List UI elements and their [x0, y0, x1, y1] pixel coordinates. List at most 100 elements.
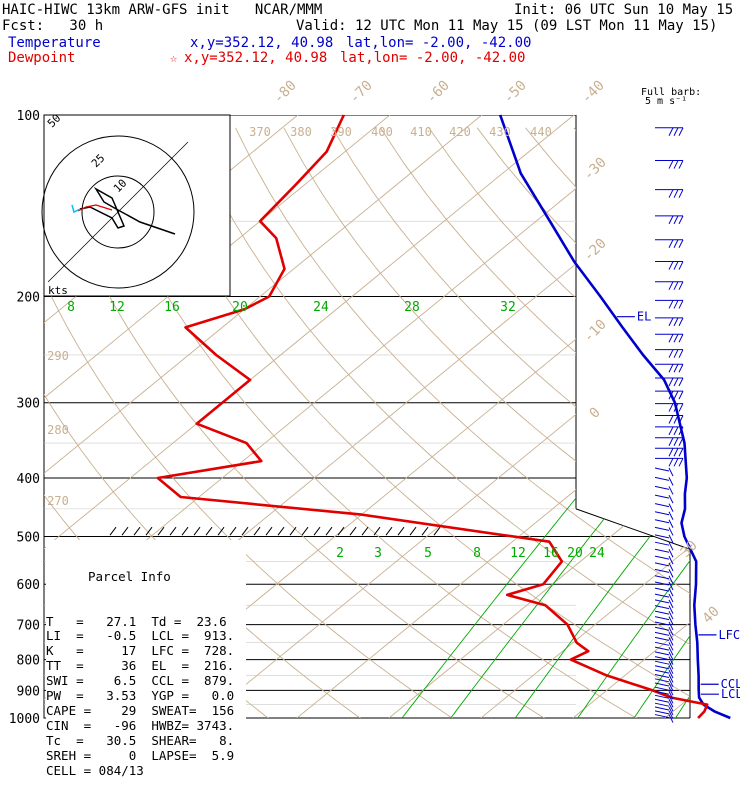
wind-barb-flag [679, 190, 683, 198]
hatch-mark [302, 527, 308, 535]
hatch-mark [362, 527, 368, 535]
mixing-ratio-label: 32 [500, 300, 516, 315]
wind-barb-flag [669, 527, 673, 535]
isotherm-line [297, 115, 740, 718]
pressure-tick-label: 400 [17, 472, 40, 487]
wind-barb [655, 637, 669, 640]
wind-barb-flag [679, 378, 683, 386]
level-label-lcl: LCL [721, 687, 740, 701]
pressure-tick-label: 300 [17, 397, 40, 412]
wind-barb-flag [679, 282, 683, 290]
wind-barb [655, 486, 669, 489]
wind-barb [655, 661, 669, 664]
level-label-el: EL [637, 310, 651, 324]
wind-barb-flag [674, 350, 678, 358]
wind-barb-flag [674, 458, 678, 466]
wind-barb-flag [674, 438, 678, 446]
wind-barb [655, 512, 669, 515]
wind-barb-flag [674, 128, 678, 136]
wind-barb [655, 666, 669, 669]
theta-label: 280 [47, 423, 69, 437]
hatch-mark [326, 527, 332, 535]
mixing-ratio-label: 16 [543, 546, 559, 561]
wind-barb-flag [669, 300, 673, 308]
wind-barb [655, 600, 669, 603]
wind-barb-flag [679, 404, 683, 412]
wind-barb-flag [674, 318, 678, 326]
wind-barb [655, 711, 669, 714]
mixing-ratio-line [578, 297, 740, 719]
wind-barb-flag [669, 504, 673, 512]
wind-barb-flag [679, 318, 683, 326]
wind-barb [655, 542, 669, 545]
wind-barb-flag [669, 683, 673, 691]
pressure-tick-label: 200 [17, 291, 40, 306]
wind-barb-flag [669, 240, 673, 248]
wind-barb [655, 606, 669, 609]
dry-adiabat-line [187, 128, 740, 731]
parcel-info-row: K = 17 LFC = 728. [46, 644, 246, 659]
hatch-mark [386, 527, 392, 535]
wind-barb [655, 652, 669, 655]
wind-barb-flag [674, 262, 678, 270]
isotherm-label: -70 [347, 78, 376, 107]
hatch-mark [350, 527, 356, 535]
hatch-mark [134, 527, 140, 535]
wind-barb [655, 563, 669, 566]
wind-barb-flag [679, 391, 683, 399]
wind-barb-flag [669, 549, 673, 557]
hatch-mark [182, 527, 188, 535]
wind-barb-flag [674, 240, 678, 248]
hatch-mark [422, 527, 428, 535]
wind-barb-flag [669, 161, 673, 169]
wind-barb-flag [669, 378, 673, 386]
hatch-mark [110, 527, 116, 535]
isotherm-label: -40 [579, 78, 608, 107]
hatch-mark [278, 527, 284, 535]
wind-barb-flag [674, 378, 678, 386]
isotherm-label: 30 [678, 538, 701, 561]
wind-barb-flag [669, 282, 673, 290]
wind-barb-flag [679, 262, 683, 270]
wind-barb [655, 594, 669, 597]
mixing-ratio-label: 8 [67, 300, 75, 315]
wind-barb-flag [674, 415, 678, 423]
hatch-mark [266, 527, 272, 535]
wind-barb-flag [669, 468, 673, 476]
wind-barb-flag [679, 364, 683, 372]
pressure-tick-label: 600 [17, 578, 40, 593]
wind-barb [655, 687, 669, 690]
parcel-info-title: Parcel Info [46, 570, 246, 585]
wind-barb-flag [679, 334, 683, 342]
mixing-ratio-label: 24 [313, 300, 329, 315]
wind-barb-flag [669, 675, 673, 683]
hatch-mark [242, 527, 248, 535]
hatch-mark [254, 527, 260, 535]
pressure-tick-label: 700 [17, 619, 40, 634]
parcel-info-row: CIN = -96 HWBZ= 3743. [46, 719, 246, 734]
wind-barb-flag [669, 128, 673, 136]
hatch-mark [374, 527, 380, 535]
wind-barb-flag [674, 216, 678, 224]
hatch-mark [314, 527, 320, 535]
wind-barb-flag [669, 404, 673, 412]
wind-barb [655, 679, 669, 682]
parcel-info-row: Tc = 30.5 SHEAR= 8. [46, 734, 246, 749]
isotherm-label: -20 [581, 236, 610, 265]
parcel-info-row: T = 27.1 Td = 23.6 [46, 615, 246, 630]
wind-barb-flag [669, 334, 673, 342]
mixing-ratio-label: 2 [336, 546, 344, 561]
wind-barb-flag [679, 458, 683, 466]
mixing-ratio-label: 24 [589, 546, 605, 561]
wind-barb-flag [669, 262, 673, 270]
dry-adiabat-line [429, 128, 740, 731]
pressure-tick-label: 100 [17, 109, 40, 124]
wind-barb-flag [669, 438, 673, 446]
dry-adiabat-line [477, 128, 740, 731]
wind-barb-flag [669, 415, 673, 423]
wind-barb [655, 617, 669, 620]
hatch-mark [122, 527, 128, 535]
wind-barb [655, 703, 669, 706]
parcel-info-row: SREH = 0 LAPSE= 5.9 [46, 749, 246, 764]
wind-barb-flag [669, 190, 673, 198]
